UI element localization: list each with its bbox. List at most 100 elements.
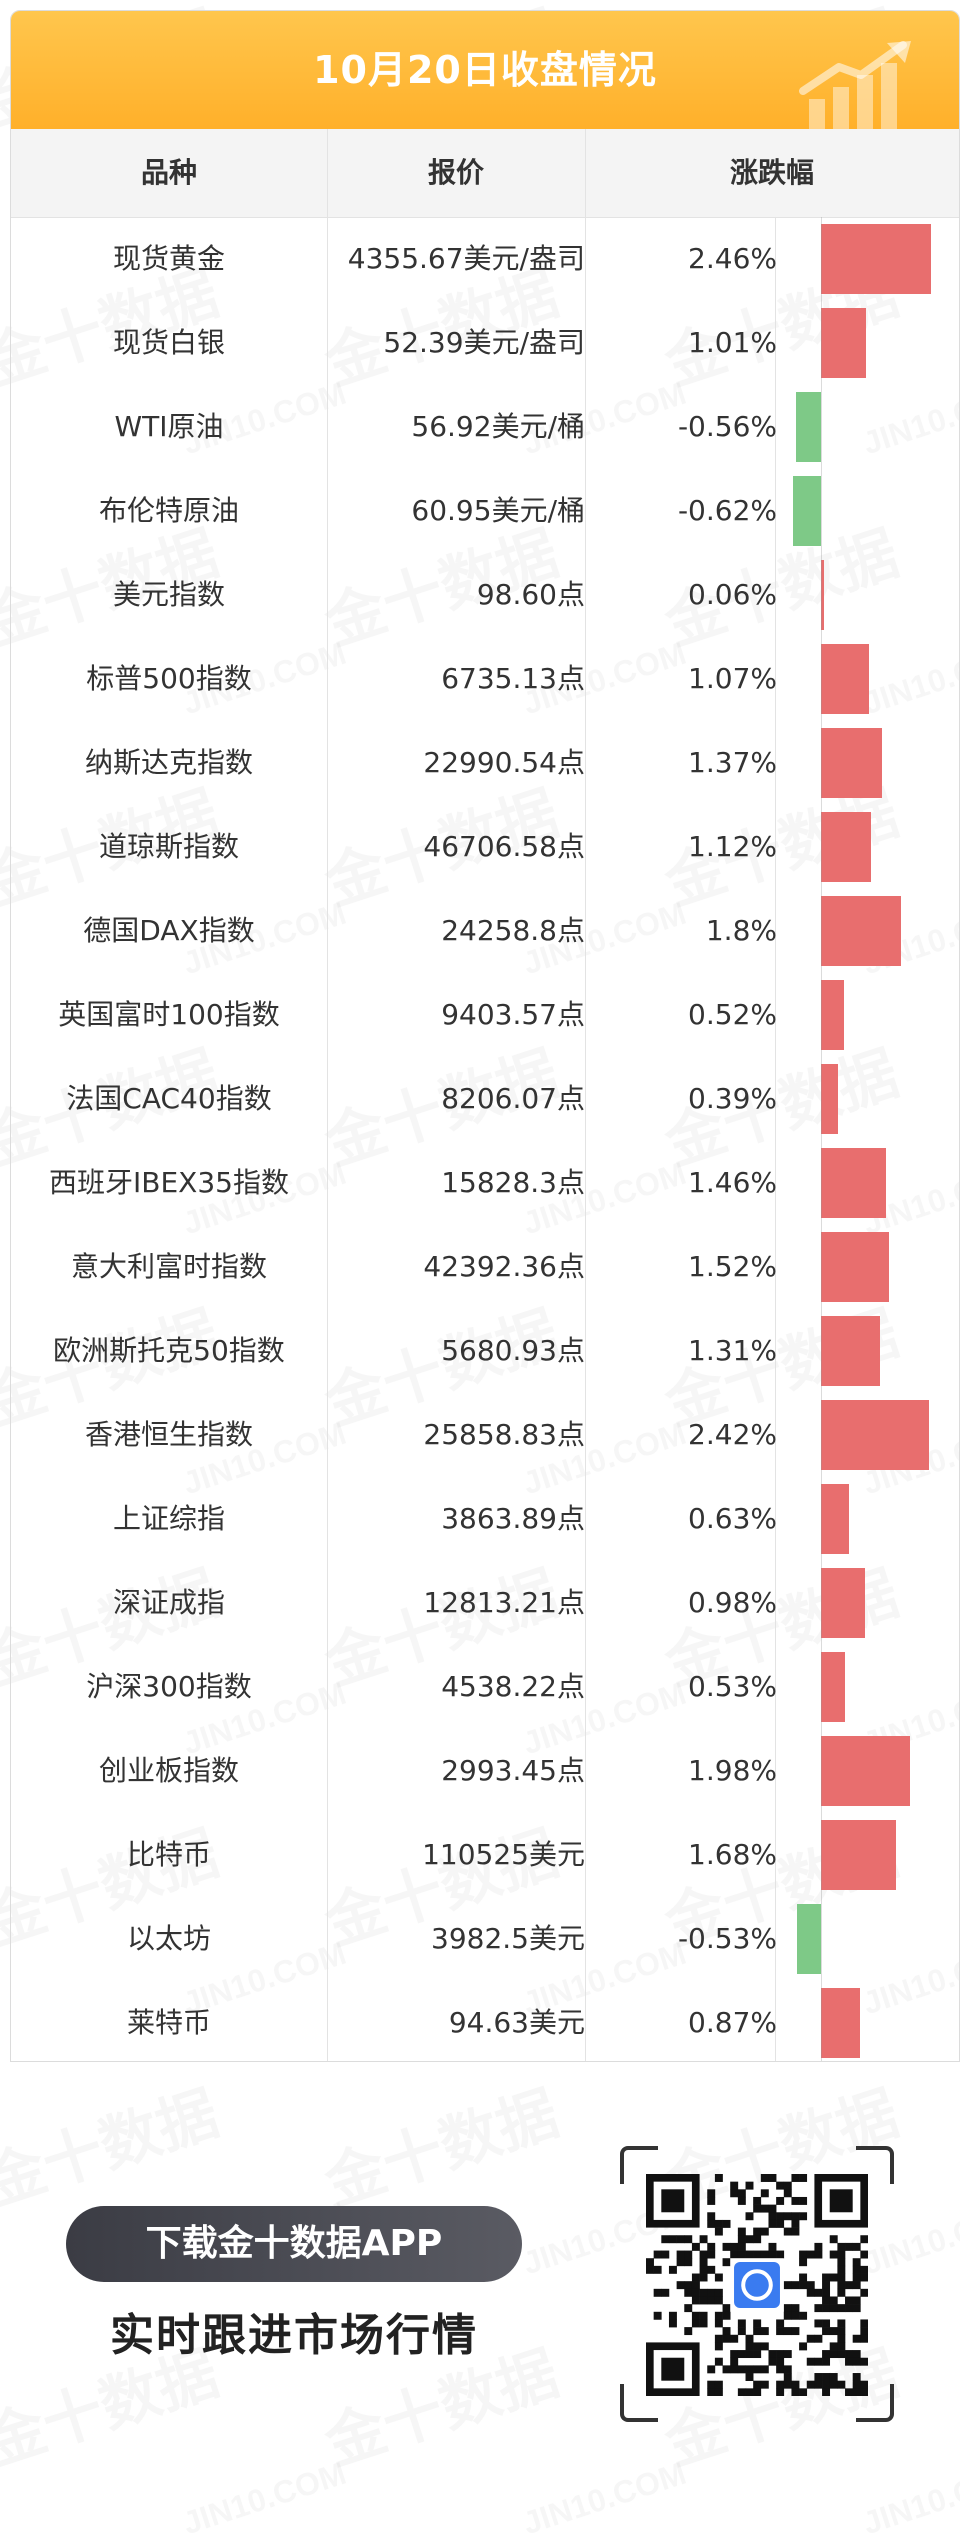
column-divider (327, 129, 328, 2061)
change-bar-up (821, 1232, 889, 1302)
table-row: 英国富时100指数 9403.57点 0.52% (11, 973, 959, 1057)
instrument-price: 3982.5美元 (431, 1922, 585, 1955)
change-bar-down (797, 1904, 821, 1974)
table-row: 纳斯达克指数 22990.54点 1.37% (11, 721, 959, 805)
change-bar-down (793, 476, 821, 546)
instrument-price: 4538.22点 (441, 1670, 585, 1703)
instrument-price: 2993.45点 (441, 1754, 585, 1787)
instrument-name: 以太坊 (126, 1922, 211, 1955)
instrument-name: 现货黄金 (112, 242, 225, 275)
instrument-price: 42392.36点 (423, 1250, 585, 1283)
column-divider (775, 217, 776, 2061)
instrument-change: 1.31% (688, 1334, 777, 1367)
column-header-price: 报价 (427, 156, 484, 189)
table-row: 深证成指 12813.21点 0.98% (11, 1561, 959, 1645)
qr-corner (620, 2384, 658, 2422)
instrument-name: 比特币 (126, 1838, 211, 1871)
instrument-price: 4355.67美元/盎司 (347, 242, 585, 275)
instrument-name: 西班牙IBEX35指数 (49, 1166, 289, 1199)
instrument-price: 60.95美元/桶 (411, 494, 585, 527)
instrument-name: 布伦特原油 (98, 494, 239, 527)
instrument-name: 纳斯达克指数 (84, 746, 253, 779)
table-row: 以太坊 3982.5美元 -0.53% (11, 1897, 959, 1981)
table-row: 创业板指数 2993.45点 1.98% (11, 1729, 959, 1813)
instrument-price: 56.92美元/桶 (411, 410, 585, 443)
instrument-name: 创业板指数 (98, 1754, 239, 1787)
table-row: 莱特币 94.63美元 0.87% (11, 1981, 959, 2061)
instrument-price: 3863.89点 (441, 1502, 585, 1535)
change-bar-up (821, 1400, 930, 1470)
instrument-name: 道琼斯指数 (98, 830, 239, 863)
instrument-price: 98.60点 (476, 578, 585, 611)
table-row: WTI原油 56.92美元/桶 -0.56% (11, 385, 959, 469)
qr-code-image (646, 2174, 868, 2396)
instrument-change: 1.37% (688, 746, 777, 779)
instrument-price: 22990.54点 (423, 746, 585, 779)
download-app-button[interactable]: 下载金十数据APP (66, 2206, 522, 2282)
instrument-price: 8206.07点 (441, 1082, 585, 1115)
table-column-headers: 品种 报价 涨跌幅 (11, 129, 959, 218)
watermark-text: JIN10.COM (518, 2455, 690, 2542)
instrument-change: 1.68% (688, 1838, 777, 1871)
change-bar-up (821, 812, 872, 882)
column-header-change: 涨跌幅 (729, 156, 814, 189)
qr-corner (620, 2146, 658, 2184)
instrument-name: 莱特币 (126, 2006, 211, 2039)
change-bar-up (821, 560, 824, 630)
instrument-change: 0.39% (688, 1082, 777, 1115)
column-header-name: 品种 (140, 156, 197, 189)
instrument-name: 深证成指 (112, 1586, 225, 1619)
watermark-text: 金十数据 (0, 2065, 228, 2222)
instrument-price: 46706.58点 (423, 830, 585, 863)
table-row: 美元指数 98.60点 0.06% (11, 553, 959, 637)
instrument-name: 法国CAC40指数 (66, 1082, 272, 1115)
change-bar-up (821, 1736, 910, 1806)
table-row: 现货白银 52.39美元/盎司 1.01% (11, 301, 959, 385)
bar-zero-axis (821, 217, 822, 2061)
table-row: 道琼斯指数 46706.58点 1.12% (11, 805, 959, 889)
instrument-name: 上证综指 (112, 1502, 225, 1535)
instrument-change: 1.52% (688, 1250, 777, 1283)
instrument-change: 0.98% (688, 1586, 777, 1619)
table-row: 比特币 110525美元 1.68% (11, 1813, 959, 1897)
change-bar-up (821, 1484, 850, 1554)
instrument-change: 0.63% (688, 1502, 777, 1535)
instrument-price: 52.39美元/盎司 (383, 326, 585, 359)
instrument-change: -0.56% (677, 410, 777, 443)
instrument-price: 9403.57点 (441, 998, 585, 1031)
instrument-name: 现货白银 (112, 326, 225, 359)
change-bar-up (821, 1568, 865, 1638)
instrument-change: 1.07% (688, 662, 777, 695)
rising-chart-icon (799, 41, 911, 129)
instrument-change: 0.52% (688, 998, 777, 1031)
quote-table-card: 10月20日收盘情况 品种 报价 涨跌幅 现货黄金 4355.67美元/盎司 2.4… (10, 10, 960, 2062)
instrument-change: 2.46% (688, 242, 777, 275)
change-bar-up (821, 896, 902, 966)
watermark-text: JIN10.COM (178, 2455, 350, 2542)
instrument-name: 标普500指数 (86, 662, 252, 695)
table-row: 意大利富时指数 42392.36点 1.52% (11, 1225, 959, 1309)
instrument-price: 5680.93点 (441, 1334, 585, 1367)
table-row: 德国DAX指数 24258.8点 1.8% (11, 889, 959, 973)
qr-corner (856, 2384, 894, 2422)
instrument-change: 1.46% (688, 1166, 777, 1199)
instrument-price: 15828.3点 (441, 1166, 585, 1199)
instrument-change: -0.53% (677, 1922, 777, 1955)
column-divider (585, 129, 586, 2061)
instrument-name: 香港恒生指数 (84, 1418, 253, 1451)
instrument-price: 12813.21点 (423, 1586, 585, 1619)
instrument-name: 沪深300指数 (86, 1670, 252, 1703)
table-row: 西班牙IBEX35指数 15828.3点 1.46% (11, 1141, 959, 1225)
instrument-change: 1.8% (705, 914, 777, 947)
instrument-price: 24258.8点 (441, 914, 585, 947)
change-bar-up (821, 728, 883, 798)
change-bar-up (821, 1820, 897, 1890)
instrument-change: 1.98% (688, 1754, 777, 1787)
page-title: 10月20日收盘情况 (313, 48, 657, 92)
watermark-text: JIN10.COM (858, 2455, 960, 2542)
change-bar-up (821, 1988, 860, 2058)
table-row: 标普500指数 6735.13点 1.07% (11, 637, 959, 721)
table-row: 布伦特原油 60.95美元/桶 -0.62% (11, 469, 959, 553)
instrument-name: 欧洲斯托克50指数 (53, 1334, 285, 1367)
instrument-name: 美元指数 (112, 578, 225, 611)
